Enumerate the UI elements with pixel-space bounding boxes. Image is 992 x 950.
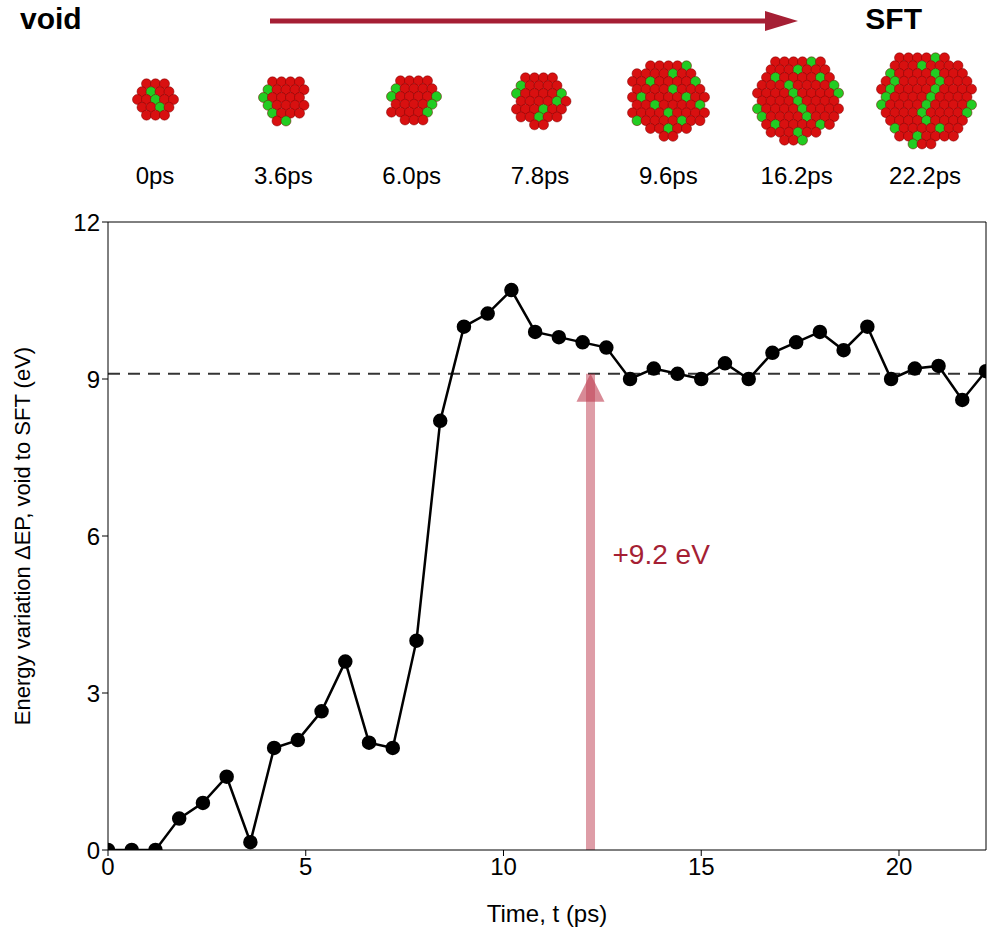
html-text:22.2ps: 22.2ps (888, 162, 961, 189)
html-text:16.2ps: 16.2ps (760, 162, 833, 189)
svg-text:5: 5 (299, 853, 312, 880)
svg-text:0: 0 (101, 853, 114, 880)
html-text:9.6ps: 9.6ps (639, 162, 698, 189)
svg-text:15: 15 (688, 853, 715, 880)
svg-text:10: 10 (490, 853, 517, 880)
svg-text:Time, t (ps): Time, t (ps) (487, 900, 607, 927)
svg-text:6: 6 (87, 523, 100, 550)
html-text:3.6ps: 3.6ps (254, 162, 313, 189)
html-text:6.0ps: 6.0ps (382, 162, 441, 189)
svg-text:0: 0 (87, 837, 100, 864)
svg-text:+9.2 eV: +9.2 eV (613, 539, 711, 570)
html-text:0ps: 0ps (135, 162, 175, 189)
svg-text:9: 9 (87, 366, 100, 393)
svg-text:Energy variation ΔEP, void to: Energy variation ΔEP, void to SFT (eV) (10, 347, 35, 725)
html-text:SFT: SFT (865, 2, 922, 35)
svg-text:3: 3 (87, 680, 100, 707)
svg-text:12: 12 (73, 209, 100, 236)
html-text:7.8ps: 7.8ps (510, 162, 570, 189)
html-text:void: void (20, 2, 82, 35)
svg-text:20: 20 (886, 853, 913, 880)
